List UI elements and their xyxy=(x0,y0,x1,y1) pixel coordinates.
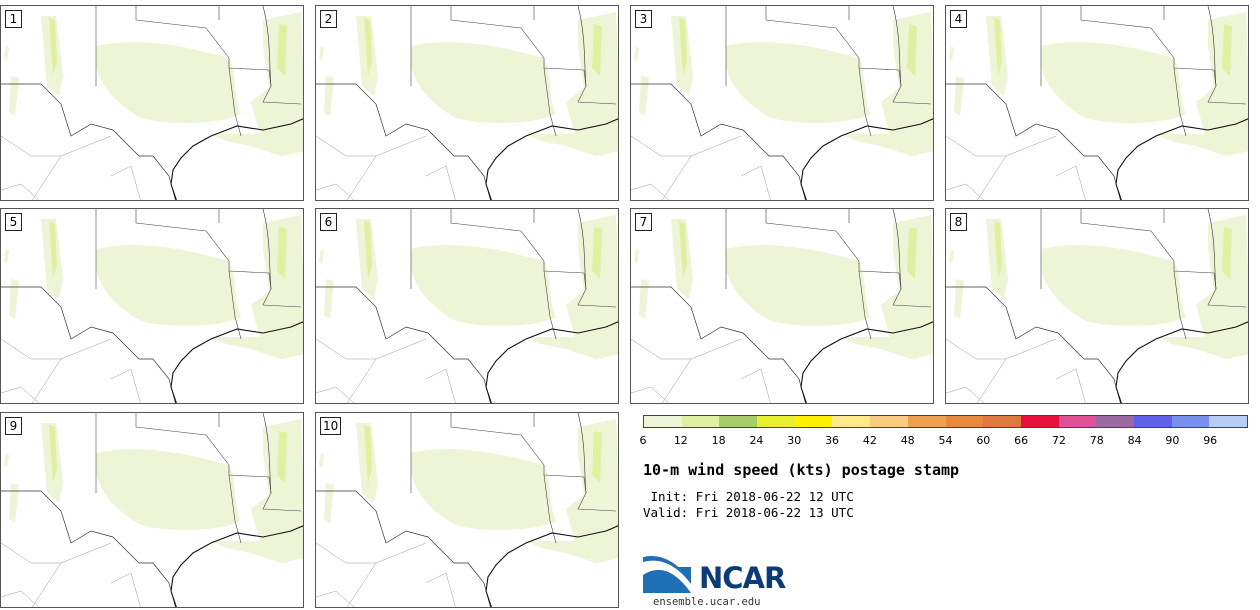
ensemble-member-panel: 7 xyxy=(630,208,934,404)
colorbar-tick-label: 12 xyxy=(673,434,688,447)
ensemble-member-panel: 8 xyxy=(945,208,1249,404)
member-number-label: 7 xyxy=(635,213,652,231)
colorbar-segment xyxy=(681,416,720,427)
colorbar-segment xyxy=(832,416,871,427)
colorbar-tick-label: 54 xyxy=(938,434,953,447)
member-number-label: 1 xyxy=(5,10,22,28)
colorbar-tick-label: 24 xyxy=(749,434,764,447)
wind-speed-map xyxy=(1,413,303,607)
colorbar-segment xyxy=(1058,416,1097,427)
wind-speed-map xyxy=(316,6,618,200)
colorbar-tick-label: 72 xyxy=(1051,434,1066,447)
colorbar-tick-label: 96 xyxy=(1203,434,1218,447)
logo-wordmark: NCAR xyxy=(699,561,786,595)
colorbar-tick-label: 30 xyxy=(787,434,802,447)
plot-title: 10-m wind speed (kts) postage stamp xyxy=(643,461,960,479)
member-number-label: 9 xyxy=(5,417,22,435)
wind-speed-map xyxy=(1,209,303,403)
member-number-label: 6 xyxy=(320,213,337,231)
ensemble-member-panel: 3 xyxy=(630,5,934,201)
ensemble-member-panel: 9 xyxy=(0,412,304,608)
colorbar-tick-label: 18 xyxy=(711,434,726,447)
wind-speed-map xyxy=(316,209,618,403)
colorbar-tick-label: 6 xyxy=(639,434,647,447)
colorbar-segment xyxy=(907,416,946,427)
colorbar-tick-label: 48 xyxy=(900,434,915,447)
logo-url: ensemble.ucar.edu xyxy=(653,596,761,608)
colorbar-segment xyxy=(1209,416,1247,427)
member-number-label: 3 xyxy=(635,10,652,28)
colorbar-tick-label: 42 xyxy=(862,434,877,447)
ensemble-member-panel: 5 xyxy=(0,208,304,404)
colorbar-segment xyxy=(1171,416,1210,427)
wind-speed-map xyxy=(631,6,933,200)
colorbar-segment xyxy=(757,416,795,427)
ensemble-member-panel: 2 xyxy=(315,5,619,201)
ensemble-member-panel: 1 xyxy=(0,5,304,201)
member-number-label: 4 xyxy=(950,10,967,28)
member-number-label: 5 xyxy=(5,213,22,231)
init-time: Init: Fri 2018-06-22 12 UTC xyxy=(643,489,854,504)
colorbar-tick-label: 78 xyxy=(1089,434,1104,447)
colorbar-segment xyxy=(644,416,682,427)
colorbar-segment xyxy=(1020,416,1059,427)
wind-speed-colorbar xyxy=(643,415,1248,428)
ncar-logo-icon xyxy=(643,556,691,593)
colorbar-segment xyxy=(870,416,908,427)
member-number-label: 10 xyxy=(320,417,342,435)
colorbar-tick-label: 84 xyxy=(1127,434,1142,447)
member-number-label: 2 xyxy=(320,10,337,28)
colorbar-tick-label: 60 xyxy=(976,434,991,447)
colorbar-segment xyxy=(719,416,758,427)
colorbar-tick-label: 90 xyxy=(1165,434,1180,447)
colorbar-segment xyxy=(794,416,833,427)
colorbar-tick-label: 66 xyxy=(1014,434,1029,447)
wind-speed-map xyxy=(946,6,1248,200)
colorbar-segment xyxy=(1133,416,1172,427)
ensemble-member-panel: 4 xyxy=(945,5,1249,201)
colorbar-tick-labels: 6 12 18 24 30 36 42 48 54 60 66 72 78 84 90 96 xyxy=(639,434,1248,448)
colorbar-segment xyxy=(1096,416,1134,427)
wind-speed-map xyxy=(1,6,303,200)
valid-time: Valid: Fri 2018-06-22 13 UTC xyxy=(643,505,854,520)
colorbar-segment xyxy=(983,416,1021,427)
wind-speed-map xyxy=(631,209,933,403)
colorbar-segment xyxy=(945,416,984,427)
colorbar-tick-label: 36 xyxy=(825,434,840,447)
wind-speed-map xyxy=(946,209,1248,403)
ensemble-member-panel: 6 xyxy=(315,208,619,404)
member-number-label: 8 xyxy=(950,213,967,231)
ensemble-member-panel: 10 xyxy=(315,412,619,608)
wind-speed-map xyxy=(316,413,618,607)
